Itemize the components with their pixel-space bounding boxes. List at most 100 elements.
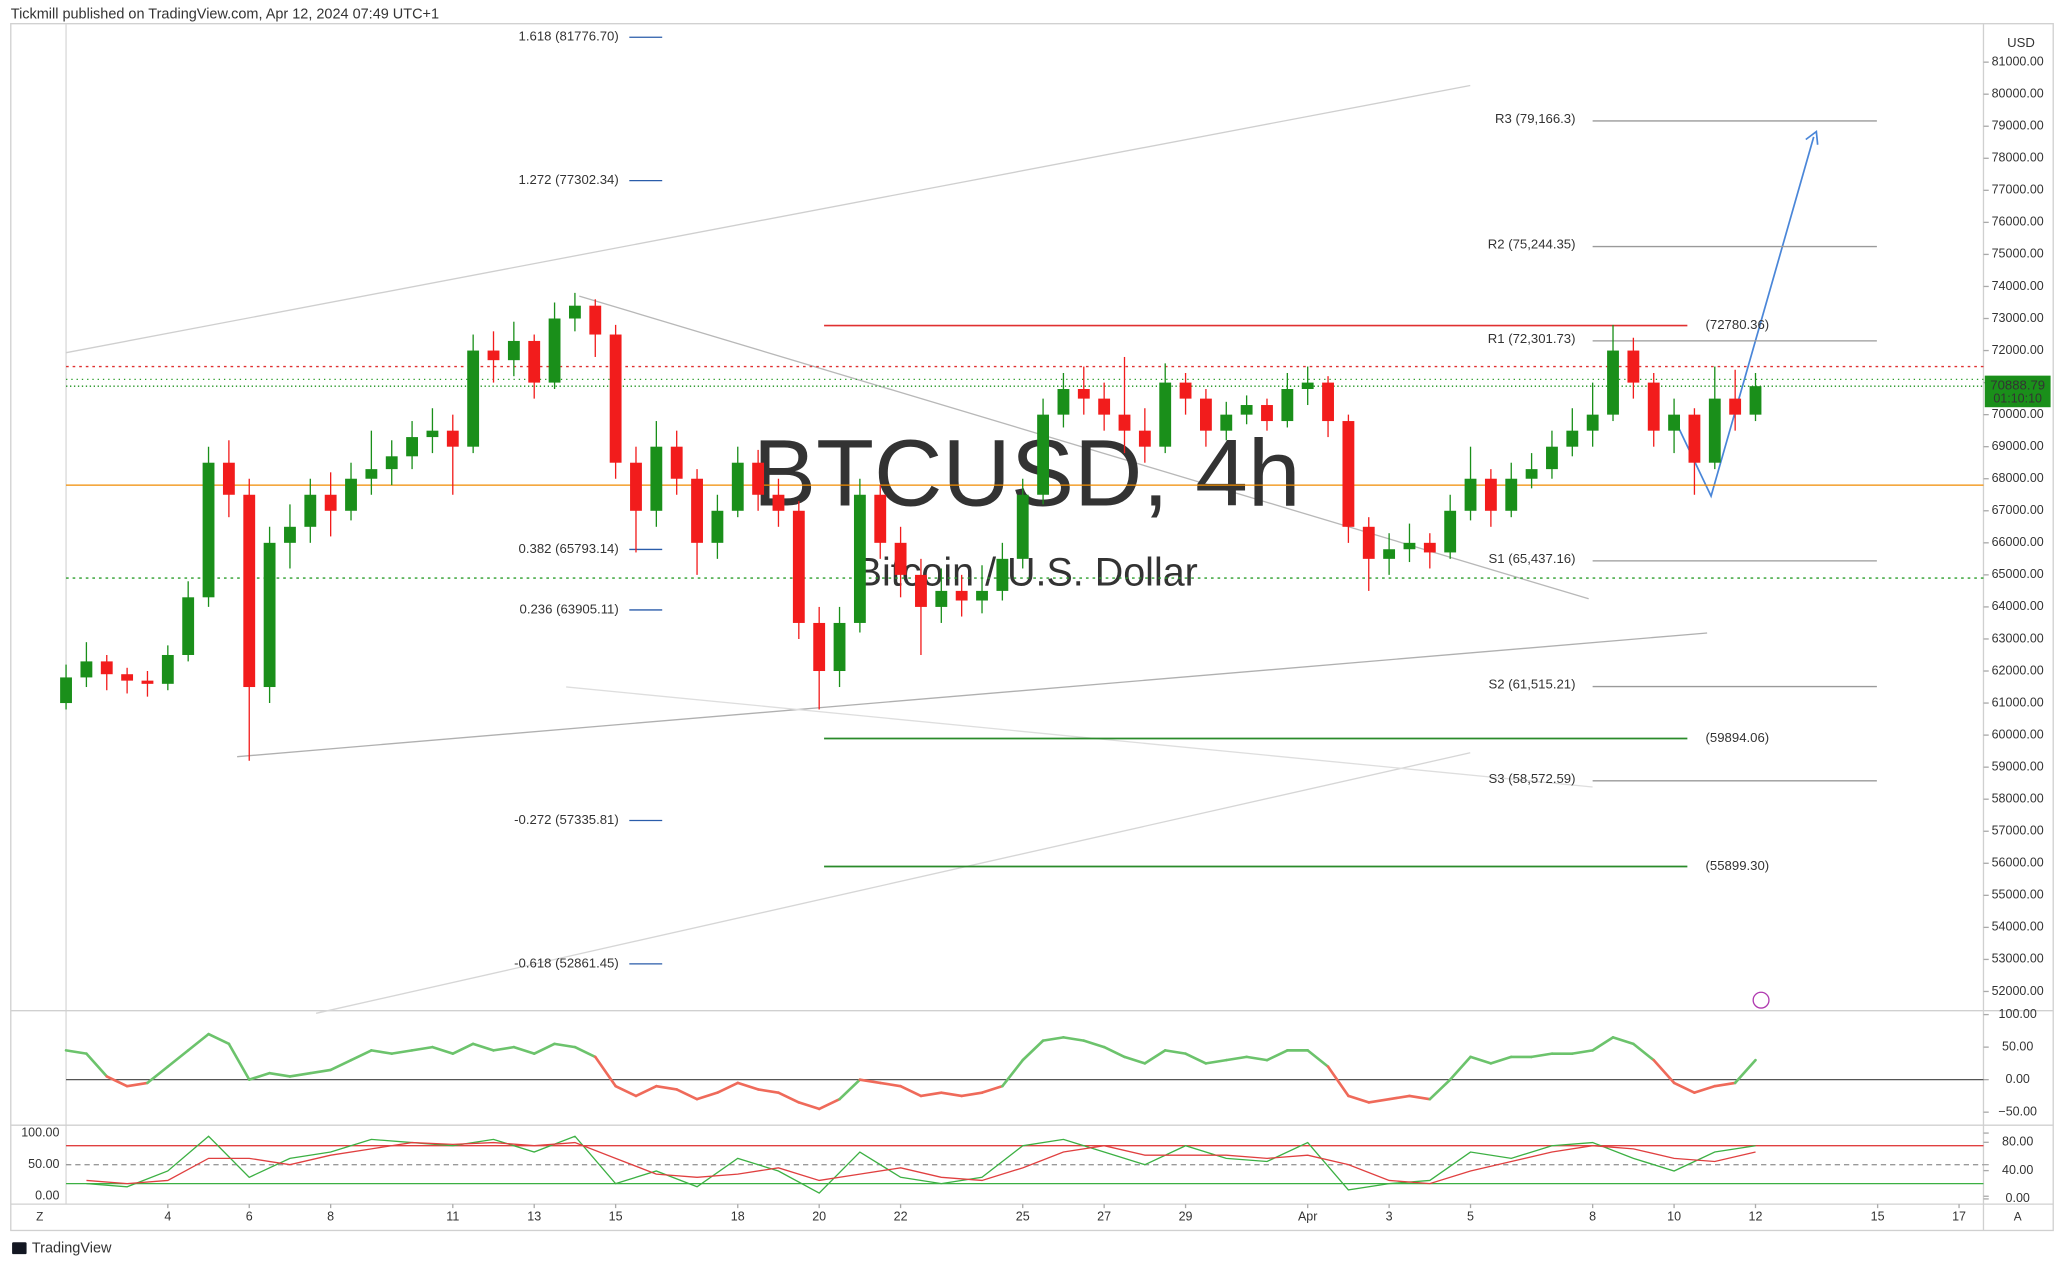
candle-body [182,597,195,655]
candle-body [1383,549,1396,559]
candle-body [874,494,887,543]
oscillator-segment [634,1084,658,1098]
candle-body [141,680,154,684]
candle-body [1464,478,1477,511]
oscillator-segment [1367,1097,1391,1104]
y-tick-label: 81000.00 [1992,54,2044,68]
y-tick-label: 55000.00 [1992,888,2044,902]
oscillator-segment [716,1081,740,1094]
candle-body [60,677,72,704]
candle-body [935,590,948,607]
scale-button[interactable]: A [2014,1209,2022,1223]
fib-label: -0.618 (52861.45) [514,955,619,970]
oscillator-segment [1001,1058,1025,1088]
oscillator-segment [1672,1081,1696,1094]
oscillator-segment [1652,1058,1676,1085]
last-price-label: 70888.79 [1990,378,2045,393]
oscillator-segment [288,1071,312,1078]
x-tick-label: 17 [1952,1210,1966,1224]
candle-body [1016,494,1029,559]
candle-body [80,661,93,678]
candle-body [548,318,561,383]
candle-body [1525,469,1538,479]
projection-arrow [1805,130,1819,145]
y-tick-label: 65000.00 [1992,567,2044,581]
oscillator-segment [349,1049,373,1062]
oscillator-segment [736,1081,760,1091]
y-tick-label: 78000.00 [1992,151,2044,165]
oscillator-segment [1387,1094,1411,1101]
y-tick-label: 0.00 [2006,1072,2030,1086]
oscillator-segment [878,1081,902,1088]
y-tick-label: 69000.00 [1992,439,2044,453]
y-tick-label: 63000.00 [1992,631,2044,645]
oscillator-segment [1428,1078,1452,1101]
x-tick-label: 29 [1179,1210,1193,1224]
x-tick-label: 22 [894,1210,908,1224]
alert-icon [1752,991,1770,1009]
oscillator-segment [410,1045,434,1052]
x-tick-label: 12 [1749,1210,1763,1224]
x-tick-label: 20 [812,1210,826,1224]
footer-bar [0,1231,2064,1266]
candle-body [1098,398,1111,415]
oscillator-segment [125,1081,149,1088]
oscillator-segment [1184,1052,1208,1065]
y-tick-label: −50.00 [1998,1104,2037,1118]
oscillator-segment [268,1071,292,1078]
candle-body [222,462,235,495]
candle-body [1138,430,1151,447]
y-tick-label: 50.00 [28,1157,59,1171]
candle-body [406,437,419,457]
x-tick-label: 15 [609,1210,623,1224]
fib-label: 1.272 (77302.34) [519,172,619,187]
oscillator-segment [1611,1036,1635,1046]
y-tick-label: 100.00 [1999,1007,2037,1021]
oscillator-segment [593,1055,617,1088]
candle-body [996,558,1009,591]
y-tick-label: 60000.00 [1992,727,2044,741]
oscillator-segment [1408,1094,1432,1101]
oscillator-segment [227,1042,251,1081]
stochastic-line [86,1135,1756,1194]
candle-body [1118,414,1131,431]
oscillator-segment [532,1042,556,1055]
fib-label: 0.236 (63905.11) [520,601,619,616]
y-tick-label: 52000.00 [1992,984,2044,998]
scale-button[interactable]: Z [36,1209,43,1223]
x-tick-label: 8 [1589,1210,1596,1224]
candle-body [1240,405,1253,415]
y-tick-label: 75000.00 [1992,247,2044,261]
candle-body [1423,542,1436,553]
oscillator-segment [1570,1049,1594,1055]
oscillator-segment [553,1042,577,1049]
candle-body [1362,526,1375,559]
oscillator-segment [64,1049,88,1055]
oscillator-segment [939,1091,963,1098]
x-tick-label: 18 [731,1210,745,1224]
candle-body [1261,405,1273,422]
pivot-label: S2 (61,515.21) [1488,677,1575,692]
candle-body [772,494,785,511]
y-tick-label: 59000.00 [1992,759,2044,773]
pivot-label: S1 (65,437.16) [1488,551,1575,566]
candle-body [731,462,744,511]
oscillator-segment [1265,1049,1289,1062]
y-tick-label: 50.00 [2002,1039,2033,1053]
x-tick-label: 6 [246,1210,253,1224]
candle-body [1301,382,1314,390]
candle-body [1403,542,1416,550]
candle-body [100,661,113,675]
x-tick-label: 3 [1386,1210,1393,1224]
oscillator-segment [1021,1039,1045,1062]
y-tick-label: 57000.00 [1992,824,2044,838]
axis-layer: 4 6 8 11 13 15 18 20 22 25 27 29 Apr 3 5 8 10 12 15 17 52000… [21,54,2051,1224]
y-tick-label: 53000.00 [1992,952,2044,966]
candle-body [507,340,520,361]
candle-body [446,430,459,447]
candle-body [711,510,724,543]
candle-body [324,494,337,511]
candle-body [1749,386,1762,415]
